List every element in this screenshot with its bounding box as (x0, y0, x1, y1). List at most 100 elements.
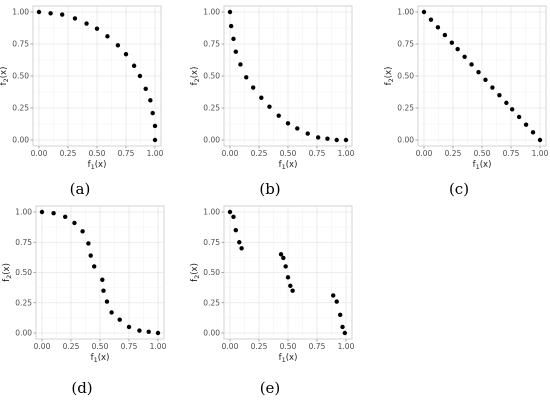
x-tick-label: 0.50 (474, 149, 491, 158)
data-point (104, 299, 110, 304)
data-point (131, 63, 137, 68)
y-tick-label: 0.50 (15, 268, 32, 277)
data-point (62, 214, 68, 220)
y-tick-label: 0.00 (397, 136, 414, 145)
y-tick-label: 0.75 (203, 238, 220, 247)
x-tick-label: 1.00 (532, 149, 549, 158)
y-tick-label: 1.00 (203, 8, 220, 17)
data-point (285, 275, 291, 280)
data-point (115, 43, 121, 48)
data-point (239, 246, 244, 251)
chart-e: 0.00 0.25 0.50 0.75 1.00 0.00 0.25 0.50 0.75 1.00… (190, 205, 355, 364)
x-tick-label: 0.75 (309, 149, 326, 158)
x-tick-label: 0.50 (89, 149, 106, 158)
data-point (48, 11, 53, 16)
y-tick-label: 0.75 (203, 40, 220, 49)
y-tick-label: 0.00 (203, 136, 220, 145)
y-axis-title: f2(x) (190, 263, 201, 282)
data-point (516, 114, 522, 120)
y-tick-label: 0.75 (12, 40, 29, 49)
data-point (101, 288, 106, 293)
data-point (343, 137, 349, 143)
y-tick-label: 0.00 (12, 136, 29, 145)
x-tick-label: 0.25 (445, 149, 462, 158)
data-point (233, 227, 238, 233)
y-tick-label: 1.00 (15, 208, 32, 217)
data-point (537, 137, 543, 143)
data-point (483, 77, 488, 83)
y-tick-label: 0.25 (203, 298, 220, 307)
y-tick-label: 1.00 (203, 208, 220, 217)
data-point (251, 85, 256, 90)
x-tick-label: 0.00 (31, 149, 48, 158)
data-point (285, 121, 291, 126)
x-tick-label: 0.50 (280, 342, 297, 351)
y-tick-label: 0.00 (15, 329, 32, 338)
data-point (36, 9, 42, 15)
x-tick-label: 0.00 (222, 149, 239, 158)
data-point (340, 324, 345, 330)
data-point (51, 211, 56, 216)
data-point (148, 98, 153, 103)
caption-c: (c) (448, 180, 470, 198)
data-point (155, 330, 161, 336)
caption-e: (e) (259, 379, 281, 397)
x-tick-label: 0.75 (118, 149, 135, 158)
y-tick-label: 0.75 (397, 40, 414, 49)
data-point (228, 23, 234, 29)
data-point (227, 9, 233, 15)
data-point (117, 317, 122, 322)
y-tick-label: 0.50 (203, 72, 220, 81)
data-point (435, 25, 441, 30)
y-axis-title: f2(x) (384, 67, 395, 86)
data-point (227, 209, 233, 215)
data-point (39, 209, 45, 215)
x-tick-label: 1.00 (150, 342, 167, 351)
data-point (523, 122, 529, 127)
data-point (152, 137, 158, 143)
data-point (334, 137, 339, 143)
chart-b: 0.00 0.25 0.50 0.75 1.00 0.00 0.25 0.50 0.75 1.00… (190, 5, 355, 171)
y-tick-label: 0.25 (397, 104, 414, 113)
data-point (290, 288, 295, 293)
y-tick-label: 0.00 (203, 329, 220, 338)
x-tick-label: 1.00 (338, 342, 355, 351)
chart-a: 0.00 0.25 0.50 0.75 1.00 0.00 0.25 0.50 0.75 1.00… (0, 5, 164, 171)
x-tick-label: 0.25 (63, 342, 80, 351)
data-point (231, 214, 236, 220)
data-point (338, 312, 343, 318)
data-point (283, 264, 288, 269)
data-point (259, 95, 264, 100)
data-point (72, 220, 77, 226)
y-tick-label: 0.25 (203, 104, 220, 113)
y-tick-label: 0.25 (15, 298, 32, 307)
data-point (105, 34, 110, 39)
data-point (504, 100, 509, 106)
y-tick-label: 0.25 (12, 104, 29, 113)
data-point (60, 12, 65, 17)
data-point (94, 26, 100, 31)
data-point (143, 86, 148, 92)
data-point (126, 324, 132, 330)
data-point (305, 131, 310, 136)
chart-d: 0.00 0.25 0.50 0.75 1.00 0.00 0.25 0.50 0.75 1.00… (2, 205, 167, 364)
data-point (80, 229, 85, 234)
x-axis-title: f1(x) (473, 160, 492, 171)
x-axis-title: f1(x) (279, 353, 298, 364)
x-tick-label: 0.75 (503, 149, 520, 158)
data-point (428, 17, 434, 22)
x-tick-label: 0.00 (222, 342, 239, 351)
x-tick-label: 0.50 (280, 149, 297, 158)
data-point (109, 310, 114, 315)
data-point (469, 62, 474, 67)
y-axis-title: f2(x) (190, 67, 201, 86)
data-point (490, 85, 495, 90)
data-point (233, 49, 238, 54)
x-tick-label: 0.75 (309, 342, 326, 351)
x-tick-label: 1.00 (338, 149, 355, 158)
x-tick-label: 0.75 (121, 342, 138, 351)
data-point (421, 9, 427, 15)
data-point (92, 264, 97, 269)
data-point (238, 62, 243, 67)
